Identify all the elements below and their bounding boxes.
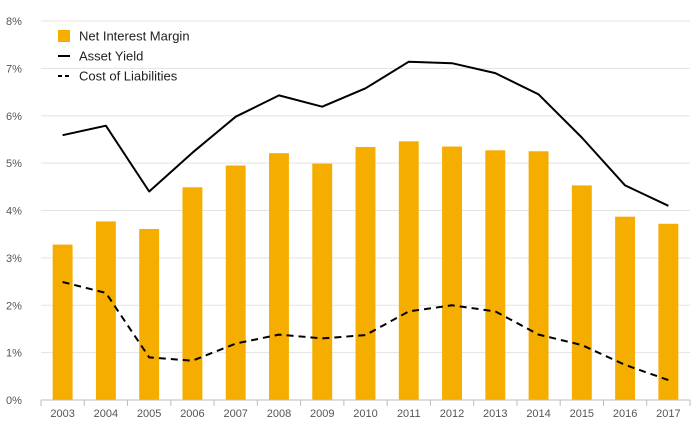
legend: Net Interest Margin Asset Yield Cost of Li… [58, 29, 190, 84]
x-tick-label: 2004 [94, 408, 118, 420]
x-tick-label: 2005 [137, 408, 161, 420]
y-tick-label: 5% [6, 158, 22, 170]
bar [398, 141, 419, 400]
x-tick-label: 2016 [613, 408, 637, 420]
legend-label: Asset Yield [79, 49, 143, 64]
legend-swatch-net-interest-margin [58, 30, 70, 42]
bar [139, 228, 160, 400]
y-tick-label: 1% [6, 348, 22, 360]
x-tick-label: 2013 [483, 408, 507, 420]
bar [528, 151, 549, 400]
x-tick-label: 2008 [267, 408, 291, 420]
x-tick-label: 2017 [656, 408, 680, 420]
y-tick-label: 2% [6, 300, 22, 312]
lines [62, 60, 669, 382]
x-tick-label: 2014 [526, 408, 550, 420]
y-tick-label: 0% [6, 395, 22, 407]
x-tick-label: 2009 [310, 408, 334, 420]
bar [485, 150, 506, 400]
y-tick-label: 4% [6, 206, 22, 218]
bar [52, 244, 73, 400]
x-tick-label: 2011 [397, 408, 421, 420]
bars [52, 141, 679, 400]
x-tick-label: 2006 [180, 408, 204, 420]
x-tick-label: 2010 [353, 408, 377, 420]
bar [658, 223, 679, 400]
x-tick-label: 2003 [50, 408, 74, 420]
bar [355, 147, 376, 400]
x-tick-label: 2015 [570, 408, 594, 420]
bar [225, 165, 246, 400]
x-tick-label: 2007 [223, 408, 247, 420]
asset-yield-line [62, 60, 669, 207]
axes: 0% 1% 2% 3% 4% 5% 6% 7% 8% 2003 2004 2005 2006 2007 20… [6, 16, 691, 420]
x-tick-label: 2012 [440, 408, 464, 420]
y-tick-label: 6% [6, 111, 22, 123]
legend-label: Net Interest Margin [79, 29, 190, 44]
y-tick-label: 3% [6, 253, 22, 265]
bar [312, 163, 333, 400]
cost-of-liabilities-line [62, 281, 669, 382]
y-tick-label: 7% [6, 63, 22, 75]
bar [95, 221, 116, 400]
bar [571, 185, 592, 400]
bar [442, 146, 462, 400]
bar [615, 216, 636, 400]
y-tick-label: 8% [6, 16, 22, 28]
bar [269, 153, 289, 400]
bar [182, 187, 203, 400]
legend-label: Cost of Liabilities [79, 69, 178, 84]
